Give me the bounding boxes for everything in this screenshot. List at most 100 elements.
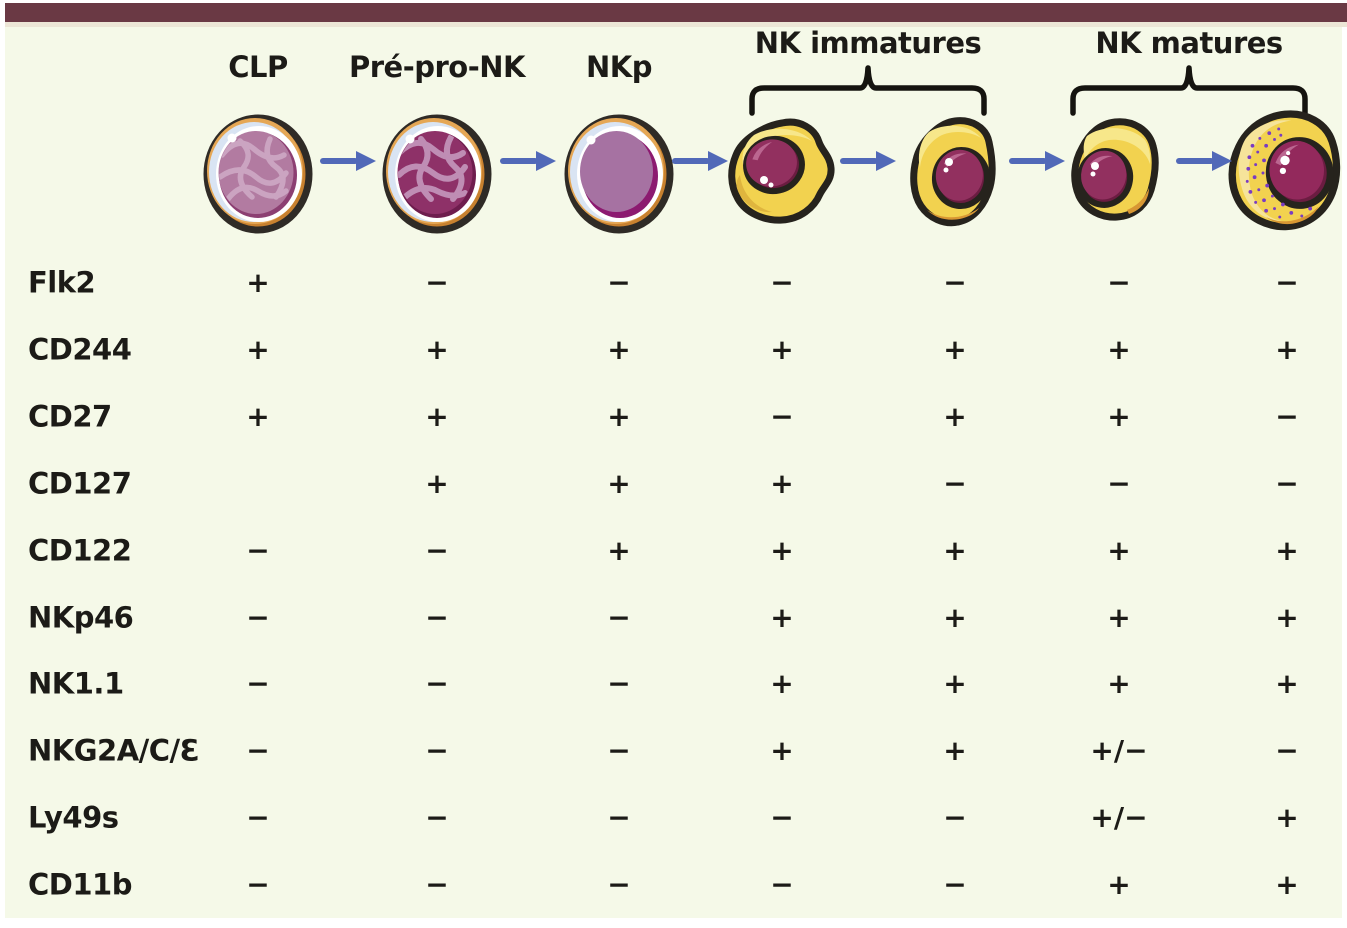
marker-value: − xyxy=(425,600,449,634)
marker-value: +/− xyxy=(1090,801,1148,835)
marker-value: − xyxy=(1275,734,1299,768)
marker-label: NKG2A/C/Ɛ xyxy=(28,733,200,768)
marker-value: + xyxy=(1107,533,1131,567)
marker-label: CD27 xyxy=(28,399,112,434)
stage-label-pre-pro-nk: Pré-pro-NK xyxy=(348,50,526,84)
marker-value: + xyxy=(1275,600,1299,634)
marker-value: − xyxy=(770,801,794,835)
marker-value: − xyxy=(607,265,631,299)
marker-value: − xyxy=(1107,466,1131,500)
pre-pro-nk-cell-illustration xyxy=(382,114,492,234)
group-label-nk-matures: NK matures xyxy=(1095,26,1283,60)
brace-nk-matures xyxy=(1070,65,1308,116)
marker-value: − xyxy=(246,801,270,835)
marker-value: + xyxy=(607,533,631,567)
marker-value: − xyxy=(943,801,967,835)
arrow-icon xyxy=(672,151,728,171)
arrow-icon xyxy=(840,151,896,171)
group-label-nk-immatures: NK immatures xyxy=(754,26,982,60)
marker-label: Flk2 xyxy=(28,265,96,300)
marker-value: − xyxy=(1107,265,1131,299)
marker-value: + xyxy=(425,399,449,433)
marker-value: + xyxy=(1275,867,1299,901)
arrow-icon xyxy=(500,151,556,171)
marker-value: − xyxy=(607,734,631,768)
marker-value: +/− xyxy=(1090,734,1148,768)
marker-value: + xyxy=(770,600,794,634)
marker-value: + xyxy=(1107,867,1131,901)
granule-dots xyxy=(1245,127,1313,219)
marker-value: + xyxy=(943,734,967,768)
marker-value: + xyxy=(770,533,794,567)
marker-value: + xyxy=(607,332,631,366)
marker-label: CD122 xyxy=(28,532,132,567)
marker-value: + xyxy=(943,399,967,433)
marker-value: − xyxy=(425,265,449,299)
marker-value: − xyxy=(1275,466,1299,500)
marker-label: NKp46 xyxy=(28,599,134,634)
marker-value: + xyxy=(943,332,967,366)
marker-value: − xyxy=(425,867,449,901)
marker-value: − xyxy=(425,667,449,701)
marker-value: + xyxy=(1107,399,1131,433)
marker-label: CD127 xyxy=(28,466,132,501)
marker-value: + xyxy=(770,667,794,701)
marker-value: + xyxy=(425,332,449,366)
marker-value: − xyxy=(770,399,794,433)
nk-mature-cell-2-illustration xyxy=(1228,110,1341,231)
marker-label: CD11b xyxy=(28,867,132,902)
marker-value: − xyxy=(607,801,631,835)
marker-value: + xyxy=(1275,332,1299,366)
marker-value: + xyxy=(607,399,631,433)
marker-value: − xyxy=(425,533,449,567)
marker-value: − xyxy=(246,600,270,634)
marker-value: − xyxy=(607,600,631,634)
marker-value: + xyxy=(1275,801,1299,835)
nk-mature-cell-1-illustration xyxy=(1071,118,1159,221)
stage-label-nkp: NKp xyxy=(585,50,653,84)
marker-value: + xyxy=(943,600,967,634)
marker-value: − xyxy=(607,667,631,701)
marker-value: − xyxy=(607,867,631,901)
marker-value: + xyxy=(770,734,794,768)
marker-label: Ly49s xyxy=(28,800,119,835)
clp-cell-illustration xyxy=(203,114,313,234)
marker-value: − xyxy=(1275,399,1299,433)
marker-value: + xyxy=(1107,600,1131,634)
nk-immature-cell-2-illustration xyxy=(910,117,996,227)
stage-label-clp: CLP xyxy=(228,50,288,84)
marker-value: + xyxy=(943,533,967,567)
marker-value: − xyxy=(425,801,449,835)
marker-value: − xyxy=(246,667,270,701)
brace-nk-immatures xyxy=(749,65,987,116)
marker-value: − xyxy=(770,867,794,901)
marker-value: − xyxy=(246,734,270,768)
marker-value: − xyxy=(1275,265,1299,299)
marker-value: − xyxy=(246,867,270,901)
marker-value: − xyxy=(425,734,449,768)
accent-bar-underline xyxy=(5,22,1347,27)
marker-value: + xyxy=(1107,332,1131,366)
marker-value: + xyxy=(1275,667,1299,701)
marker-value: + xyxy=(246,399,270,433)
nk-immature-cell-1-illustration xyxy=(728,118,835,224)
top-accent-bar xyxy=(5,3,1347,22)
nkp-cell-illustration xyxy=(564,114,674,234)
marker-value: + xyxy=(770,466,794,500)
marker-label: CD244 xyxy=(28,332,132,367)
arrow-icon xyxy=(1009,151,1065,171)
marker-value: + xyxy=(607,466,631,500)
marker-value: + xyxy=(943,667,967,701)
marker-value: + xyxy=(246,332,270,366)
marker-value: − xyxy=(770,265,794,299)
marker-value: + xyxy=(770,332,794,366)
marker-value: − xyxy=(943,466,967,500)
marker-value: + xyxy=(1275,533,1299,567)
marker-value: − xyxy=(943,265,967,299)
marker-value: − xyxy=(246,533,270,567)
marker-value: − xyxy=(943,867,967,901)
arrow-icon xyxy=(1176,151,1232,171)
arrow-icon xyxy=(320,151,376,171)
